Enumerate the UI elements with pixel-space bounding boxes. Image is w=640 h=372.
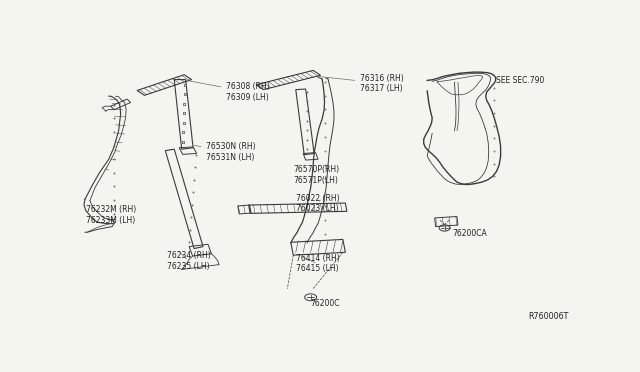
Text: 76308 (RH)
76309 (LH): 76308 (RH) 76309 (LH) [189, 81, 270, 102]
Text: 76414 (RH)
76415 (LH): 76414 (RH) 76415 (LH) [296, 254, 339, 273]
Text: 76200CA: 76200CA [445, 228, 487, 238]
Text: R760006T: R760006T [528, 312, 568, 321]
Text: 76530N (RH)
76531N (LH): 76530N (RH) 76531N (LH) [195, 142, 256, 162]
Text: 76234 (RH)
76235 (LH): 76234 (RH) 76235 (LH) [167, 251, 211, 270]
Text: 76200C: 76200C [305, 298, 340, 308]
Text: SEE SEC.790: SEE SEC.790 [495, 76, 544, 85]
Text: 76570P(RH)
76571P(LH): 76570P(RH) 76571P(LH) [293, 165, 339, 185]
Text: 76232M (RH)
76233M (LH): 76232M (RH) 76233M (LH) [86, 205, 136, 225]
Text: 76316 (RH)
76317 (LH): 76316 (RH) 76317 (LH) [318, 74, 404, 93]
Text: 76022 (RH)
76023 (LH): 76022 (RH) 76023 (LH) [296, 194, 339, 213]
